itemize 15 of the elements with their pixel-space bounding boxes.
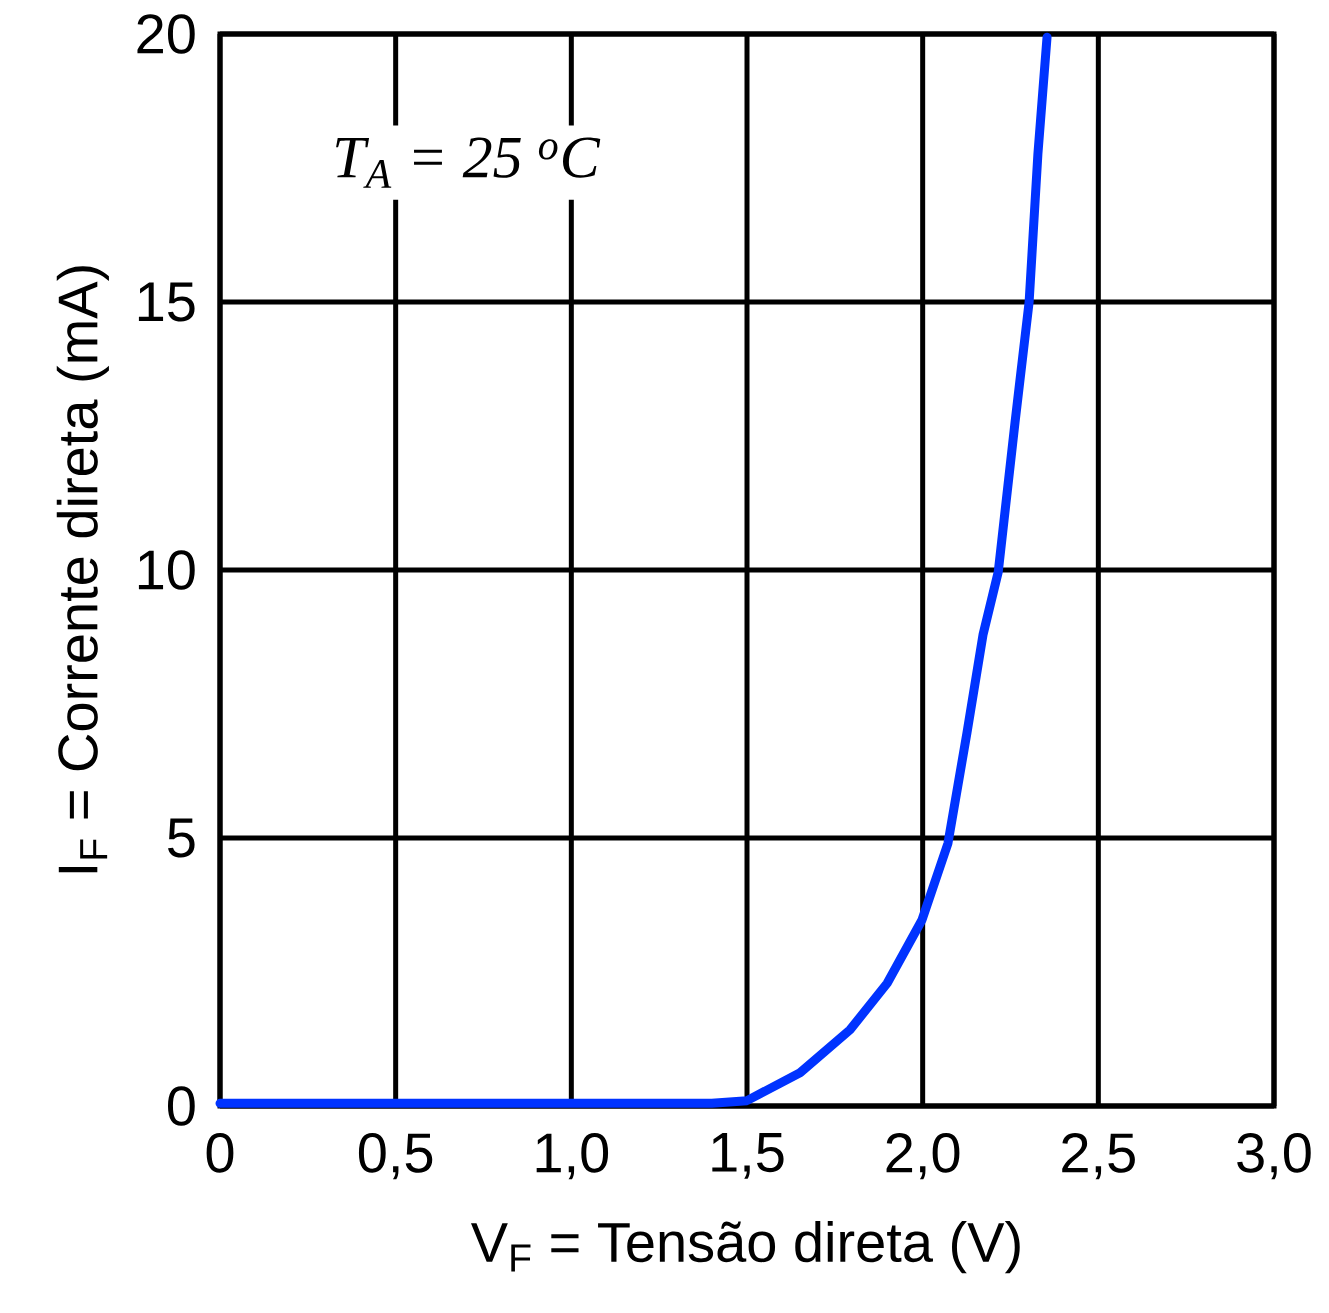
x-axis-title: V$_{F}$ = Tensão direta (V) [470, 1221, 1020, 1274]
x-tick-label: 2,0 [886, 1133, 960, 1180]
x-tick-label: 3,0 [1237, 1133, 1311, 1180]
annotation: T$_{A}$ = 25 $^{o}$C [336, 137, 601, 188]
y-tick-label: 10 [138, 550, 195, 590]
y-tick-label: 15 [138, 282, 195, 322]
x-tick-label: 0,5 [358, 1133, 433, 1180]
y-tick-label: 5 [168, 818, 195, 858]
x-tick-label: 1,5 [712, 1133, 784, 1179]
y-axis-title: I$_{F}$ = Corrente direta (mA) [56, 266, 109, 873]
x-tick-label: 2,5 [1062, 1133, 1135, 1180]
y-tick-label: 0 [167, 1086, 195, 1126]
y-tick-label: 20 [137, 14, 195, 54]
x-tick-label: 1,0 [536, 1133, 609, 1180]
x-tick-label: 0 [206, 1133, 234, 1173]
